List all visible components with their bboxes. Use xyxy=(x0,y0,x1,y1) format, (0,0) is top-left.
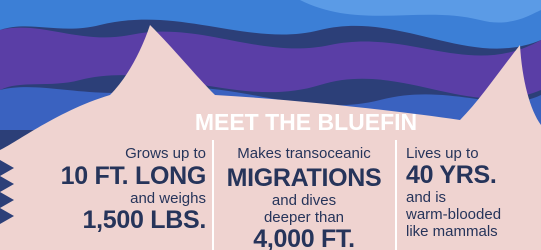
fact-highlight: 4,000 FT. xyxy=(253,225,355,250)
fact-highlight: 10 FT. LONG xyxy=(61,162,206,190)
fact-text: deeper than xyxy=(264,209,344,226)
fact-highlight: 40 YRS. xyxy=(406,161,497,189)
fact-text: and dives xyxy=(272,192,336,209)
fact-highlight: 1,500 LBS. xyxy=(83,206,206,234)
page: {"title": "MEET THE BLUEFIN", "facts": [… xyxy=(0,0,541,250)
fact-text: Grows up to xyxy=(125,145,206,162)
fact-text: warm-blooded xyxy=(405,206,501,223)
fact-text: like mammals xyxy=(406,223,498,240)
fact-text: and is xyxy=(406,189,446,206)
fact-text: Lives up to xyxy=(406,145,479,162)
fact-highlight: MIGRATIONS xyxy=(227,164,382,192)
infographic: MEET THE BLUEFIN Grows up to 10 FT. LONG… xyxy=(0,0,541,250)
title: MEET THE BLUEFIN xyxy=(195,109,417,135)
fact-text: and weighs xyxy=(130,190,206,207)
fact-text: Makes transoceanic xyxy=(237,145,371,162)
